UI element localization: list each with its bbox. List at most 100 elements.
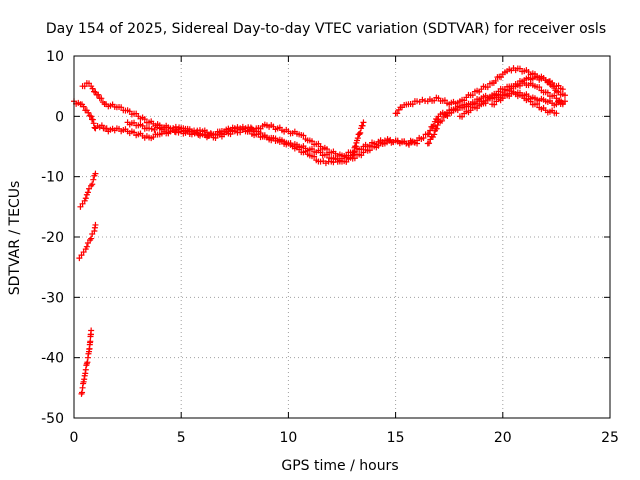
data-point-marker: [482, 100, 489, 107]
data-point-marker: [359, 122, 366, 129]
series-track-f: [456, 74, 566, 120]
data-point-marker: [89, 181, 96, 188]
data-point-marker: [76, 255, 83, 262]
data-point-marker: [471, 99, 478, 106]
data-point-marker: [84, 189, 91, 196]
data-point-marker: [141, 116, 148, 123]
data-point-marker: [352, 143, 359, 150]
x-tick-label: 20: [494, 430, 512, 446]
data-point-marker: [85, 109, 92, 116]
data-point-marker: [527, 98, 534, 105]
y-tick-label: -30: [41, 290, 64, 306]
data-point-marker: [88, 327, 95, 334]
data-point-marker: [394, 110, 401, 117]
y-tick-label: -10: [41, 170, 64, 186]
data-point-marker: [83, 243, 90, 250]
axis-ticks: 0 5 10 15 20 25 -50 -40 -30 -20 -10 0 10: [41, 49, 619, 446]
data-point-marker: [231, 128, 238, 135]
x-tick-label: 10: [279, 430, 297, 446]
data-point-marker: [323, 151, 330, 158]
data-point-marker: [429, 123, 436, 130]
data-point-marker: [323, 146, 330, 153]
data-point-marker: [544, 89, 551, 96]
y-axis-label: SDTVAR / TECUs: [7, 181, 23, 296]
data-point-marker: [82, 195, 89, 202]
data-point-marker: [80, 249, 87, 256]
data-point-marker: [506, 86, 513, 93]
data-point-marker: [559, 101, 566, 108]
data-point-marker: [514, 80, 521, 87]
chart-title: Day 154 of 2025, Sidereal Day-to-day VTE…: [46, 21, 606, 37]
x-tick-label: 0: [70, 430, 79, 446]
data-point-marker: [498, 74, 505, 81]
data-point-marker: [98, 122, 105, 129]
data-point-marker: [79, 200, 86, 207]
series-drop-1: [77, 170, 99, 210]
grid: [74, 56, 610, 418]
data-point-marker: [426, 140, 433, 147]
data-point-marker: [360, 119, 367, 126]
x-tick-label: 5: [177, 430, 186, 446]
data-point-marker: [553, 95, 560, 102]
data-point-marker: [549, 79, 556, 86]
data-point-marker: [419, 96, 426, 103]
data-point-marker: [95, 91, 102, 98]
series-track-b: [79, 80, 367, 167]
data-point-marker: [491, 94, 498, 101]
data-point-marker: [92, 221, 99, 228]
data-point-marker: [357, 129, 364, 136]
data-point-marker: [420, 134, 427, 141]
series-track-e: [424, 80, 566, 147]
series-drop-2: [76, 221, 99, 262]
data-point-marker: [90, 176, 97, 183]
data-point-marker: [89, 116, 96, 123]
data-point-marker: [439, 117, 446, 124]
data-point-marker: [469, 92, 476, 99]
data-point-marker: [536, 84, 543, 91]
x-tick-label: 15: [387, 430, 405, 446]
series-track-g: [489, 89, 560, 117]
data-point-marker: [196, 132, 203, 139]
x-tick-label: 25: [601, 430, 619, 446]
data-point-marker: [188, 131, 195, 138]
data-point-marker: [308, 138, 315, 145]
data-point-marker: [89, 85, 96, 92]
data-point-marker: [92, 170, 99, 177]
data-point-marker: [356, 131, 363, 138]
data-point-marker: [491, 101, 498, 108]
data-point-marker: [441, 97, 448, 104]
data-point-marker: [534, 101, 541, 108]
series-drop-3: [78, 327, 95, 397]
data-point-marker: [409, 101, 416, 108]
data-point-marker: [431, 97, 438, 104]
data-marks: [71, 65, 568, 397]
data-point-marker: [175, 129, 182, 136]
y-tick-label: -40: [41, 351, 64, 367]
data-point-marker: [118, 104, 125, 111]
data-point-marker: [559, 86, 566, 93]
y-tick-label: -20: [41, 230, 64, 246]
data-point-marker: [103, 125, 110, 132]
data-point-marker: [430, 122, 437, 129]
y-tick-label: 0: [55, 109, 64, 125]
data-point-marker: [403, 140, 410, 147]
data-point-marker: [459, 113, 466, 120]
data-point-marker: [448, 109, 455, 116]
data-point-marker: [78, 252, 85, 259]
y-tick-label: 10: [46, 49, 64, 65]
data-point-marker: [89, 230, 96, 237]
data-point-marker: [88, 113, 95, 120]
data-point-marker: [461, 97, 468, 104]
y-tick-label: -50: [41, 411, 64, 427]
data-point-marker: [561, 92, 568, 99]
data-point-marker: [308, 145, 315, 152]
data-point-marker: [553, 110, 560, 117]
data-point-marker: [154, 124, 161, 131]
data-point-marker: [90, 120, 97, 127]
data-point-marker: [414, 140, 421, 147]
x-axis-label: GPS time / hours: [281, 458, 398, 474]
series-track-c: [124, 119, 421, 165]
data-point-marker: [84, 240, 91, 247]
data-point-marker: [484, 84, 491, 91]
